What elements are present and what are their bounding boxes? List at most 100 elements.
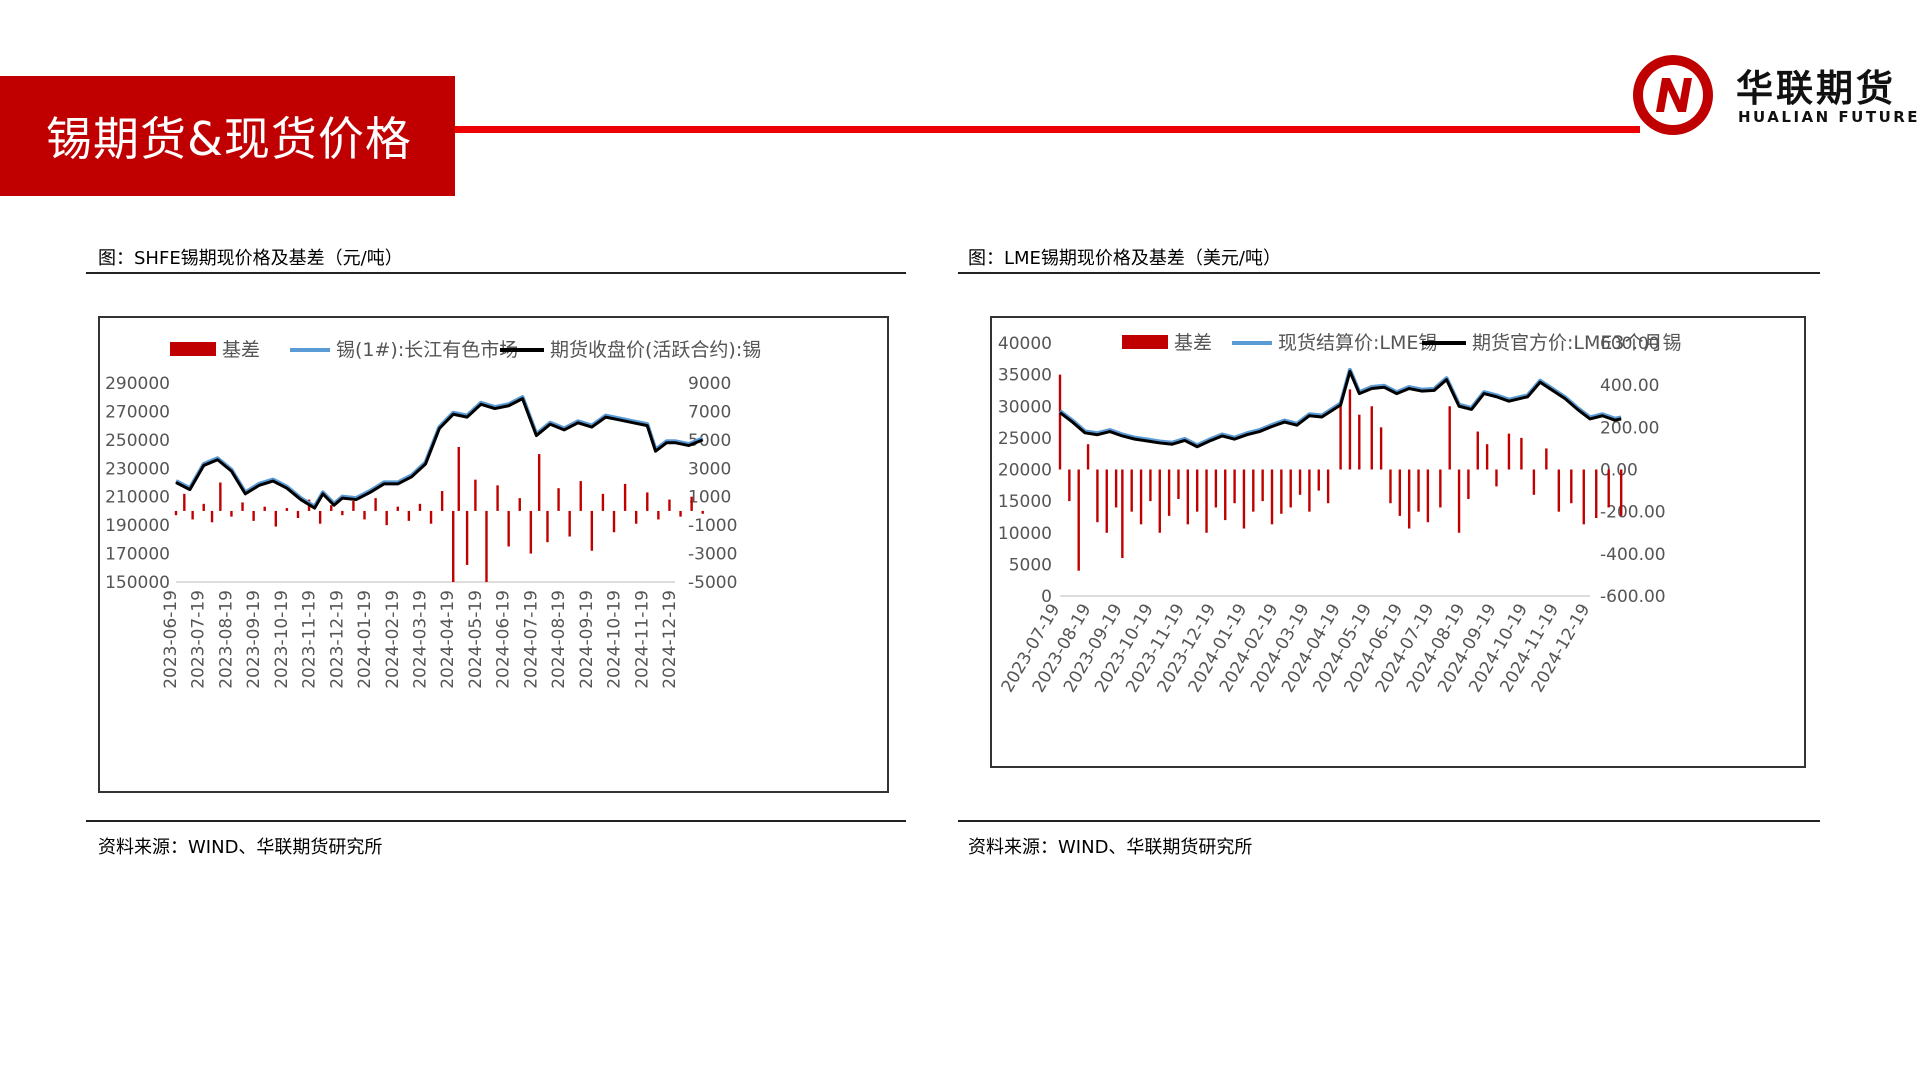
basis-bar [1417, 469, 1420, 512]
left-axis-tick-label: 290000 [105, 374, 170, 394]
left-axis-tick-label: 10000 [998, 524, 1052, 544]
x-axis-tick-label: 2024-02-19 [383, 590, 403, 689]
logo-name-cn: 华联期货 [1736, 67, 1896, 110]
basis-bar [1457, 469, 1461, 533]
basis-bar [1339, 402, 1342, 470]
basis-bar [330, 505, 333, 511]
basis-bar [612, 510, 616, 533]
basis-bar [496, 485, 499, 511]
right-chart-caption: 图：LME锡期现价格及基差（美元/吨） [968, 248, 1281, 269]
x-axis-tick-label: 2024-09-19 [577, 590, 597, 689]
basis-bar [1426, 469, 1430, 523]
basis-bar [1167, 469, 1171, 516]
right-axis-tick-label: 400.00 [1600, 376, 1659, 396]
basis-bar [263, 506, 266, 511]
basis-bar [1242, 469, 1246, 529]
basis-bar [210, 510, 214, 523]
basis-bar [1398, 469, 1402, 516]
right-axis-tick-label: -200.00 [1600, 503, 1666, 523]
left-axis-tick-label: 5000 [1009, 555, 1052, 575]
lme-chart-svg: 基差 现货结算价:LME锡 期货官方价:LME3个月锡 40000 35000 30000… [998, 332, 1682, 696]
basis-bar [1261, 469, 1264, 502]
right-top-rule [958, 272, 1820, 274]
basis-bar [518, 498, 521, 511]
legend-label-spot: 现货结算价:LME锡 [1278, 332, 1437, 354]
left-axis-tick-label: 250000 [105, 431, 170, 451]
basis-bar [1389, 469, 1392, 504]
left-axis-tick-label: 230000 [105, 459, 170, 479]
legend-swatch-basis [1122, 335, 1168, 349]
right-axis-tick-label: 0.00 [1600, 461, 1638, 481]
basis-bar [1467, 469, 1470, 500]
basis-bar [452, 510, 455, 582]
basis-bar [1139, 469, 1143, 525]
right-axis-tick-label: -400.00 [1600, 545, 1666, 565]
basis-bar [1270, 469, 1274, 525]
basis-bar [1186, 469, 1190, 525]
basis-bar [1557, 469, 1561, 512]
legend-label-spot: 锡(1#):长江有色市场 [336, 339, 518, 361]
left-source-note: 资料来源：WIND、华联期货研究所 [98, 837, 383, 858]
x-axis-tick-label: 2024-12-19 [660, 590, 680, 689]
basis-bar [465, 510, 469, 565]
x-axis-tick-label: 2023-08-19 [216, 590, 236, 689]
spot-price-line [175, 395, 704, 509]
left-axis-tick-label: 0 [1041, 587, 1052, 607]
basis-bar [1595, 469, 1598, 518]
right-axis-tick-label: 600.00 [1600, 334, 1659, 354]
legend-swatch-basis [170, 342, 216, 356]
basis-bar [557, 488, 560, 511]
basis-bar [219, 482, 222, 511]
left-bottom-rule [86, 820, 906, 822]
basis-bar [1298, 469, 1302, 495]
basis-bar [679, 510, 682, 517]
x-axis-tick-label: 2023-06-19 [161, 590, 181, 689]
basis-bar [1495, 469, 1498, 487]
basis-bar [1068, 469, 1071, 502]
futures-price-line [1059, 369, 1622, 449]
title-banner: 锡期货&现货价格 [0, 76, 455, 196]
basis-bar [1130, 469, 1133, 512]
basis-bar [1326, 469, 1330, 504]
basis-bar [601, 493, 605, 511]
x-axis-tick-label: 2023-12-19 [327, 590, 347, 689]
basis-bar [374, 498, 377, 511]
logo-mark-icon [1633, 55, 1713, 135]
left-axis-tick-label: 15000 [998, 492, 1052, 512]
basis-bar [202, 503, 205, 511]
basis-bar [1086, 444, 1090, 470]
right-axis-tick-label: -5000 [688, 573, 737, 593]
legend-label-futures: 期货官方价:LME3个月锡 [1472, 332, 1681, 354]
basis-bar [407, 510, 411, 521]
basis-bar [274, 510, 277, 527]
basis-bar [1058, 374, 1062, 470]
right-axis-tick-label: 1000 [688, 488, 731, 508]
right-axis-tick-label: 200.00 [1600, 418, 1659, 438]
basis-bar [241, 502, 244, 511]
left-axis-tick-label: 30000 [998, 397, 1052, 417]
lme-chart: 基差 现货结算价:LME锡 期货官方价:LME3个月锡 40000 35000 30000… [990, 316, 1806, 768]
x-axis-tick-label: 2024-08-19 [549, 590, 569, 689]
basis-bar [590, 510, 594, 551]
basis-bar [1158, 469, 1161, 533]
left-top-rule [86, 272, 906, 274]
legend-label-futures: 期货收盘价(活跃合约):锡 [550, 339, 761, 361]
basis-bar [191, 510, 194, 520]
basis-bar [341, 510, 344, 516]
basis-bar [1439, 469, 1442, 508]
shfe-chart: 基差 锡(1#):长江有色市场 期货收盘价(活跃合约):锡 290000 270000 2… [98, 316, 889, 793]
right-source-note: 资料来源：WIND、华联期货研究所 [968, 837, 1253, 858]
basis-bar [418, 503, 422, 511]
basis-bar [1348, 389, 1352, 470]
shfe-chart-svg: 基差 锡(1#):长江有色市场 期货收盘价(活跃合约):锡 290000 270000 2… [105, 339, 761, 689]
basis-bar [1177, 469, 1180, 500]
left-axis-tick-label: 190000 [105, 516, 170, 536]
basis-bar [579, 481, 582, 511]
basis-bar [1607, 469, 1610, 508]
x-axis-tick-label: 2024-07-19 [521, 590, 541, 689]
right-bottom-rule [958, 820, 1820, 822]
basis-bar [690, 496, 693, 511]
basis-bar [1121, 469, 1124, 559]
right-axis-tick-label: -600.00 [1600, 587, 1666, 607]
basis-bar [1485, 444, 1489, 470]
